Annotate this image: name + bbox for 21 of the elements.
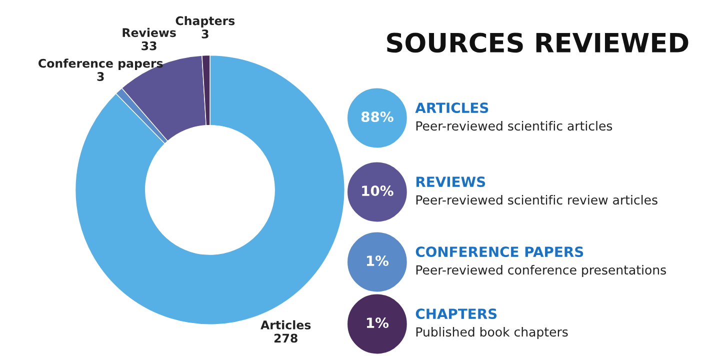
slice-label: Articles bbox=[260, 320, 311, 330]
text: ARTICLES bbox=[415, 102, 488, 114]
text: Peer-reviewed scientific review articles bbox=[416, 194, 658, 205]
text: CONFERENCE PAPERS bbox=[416, 246, 584, 258]
slice-label: Chapters bbox=[176, 16, 235, 28]
text: SOURCES REVIEWED bbox=[387, 32, 688, 53]
text: 1% bbox=[366, 318, 389, 328]
text: CHAPTERS bbox=[416, 308, 497, 320]
text: Peer-reviewed conference presentations bbox=[416, 264, 666, 278]
data-label: 278 bbox=[274, 334, 298, 343]
text: Published book chapters bbox=[416, 326, 568, 340]
text: Peer-reviewed scientific articles bbox=[416, 120, 612, 131]
data-label: 3 bbox=[97, 72, 104, 81]
text: 10% bbox=[362, 186, 394, 196]
data-label: 3 bbox=[202, 30, 208, 38]
slice-label: Conference papers bbox=[38, 58, 163, 70]
text: 1% bbox=[366, 256, 389, 266]
text: REVIEWS bbox=[416, 176, 486, 188]
text: 88% bbox=[361, 112, 394, 122]
data-label: 33 bbox=[142, 41, 156, 50]
slice-label: Reviews bbox=[122, 28, 176, 38]
